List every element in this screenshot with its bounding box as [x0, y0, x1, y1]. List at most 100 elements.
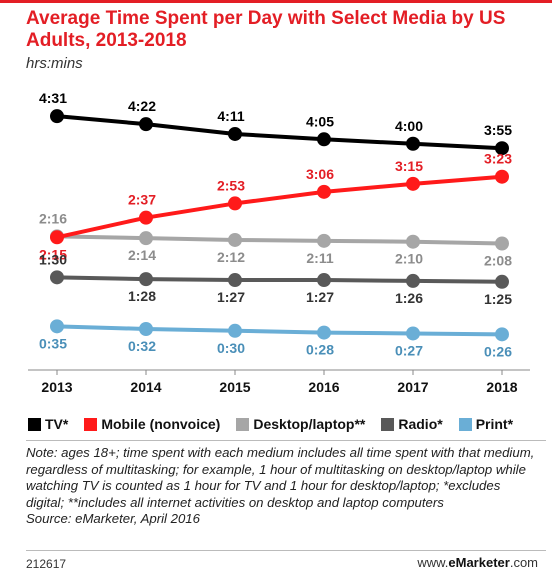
data-label-print-2015: 0:30	[217, 340, 245, 356]
data-label-tv-2016: 4:05	[306, 113, 334, 129]
point-print-2015	[228, 323, 242, 338]
series-line-radio	[55, 275, 504, 284]
data-label-desktop-laptop-2013: 2:16	[39, 210, 67, 226]
data-label-mobile-nonvoice-2016: 3:06	[306, 166, 334, 182]
x-tick-label-2017: 2017	[397, 379, 428, 395]
series-line-mobile-nonvoice	[55, 174, 504, 240]
legend-swatch-mobile-nonvoice	[84, 417, 98, 431]
legend-swatch-print	[458, 417, 472, 431]
data-label-print-2013: 0:35	[39, 335, 67, 351]
legend-label-tv: TV*	[45, 416, 69, 432]
legend-item-tv: TV*	[28, 416, 68, 432]
line-chart: 2013 2014 2015 2016 2017 2018 4:31 4:22 4:11 4:05…	[28, 90, 530, 395]
point-radio-2014	[139, 272, 153, 287]
data-label-print-2018: 0:26	[484, 343, 512, 359]
point-print-2014	[139, 322, 153, 337]
legend-swatch-desktop-laptop	[236, 417, 250, 431]
point-print-2018	[495, 327, 509, 342]
data-label-radio-2016: 1:27	[306, 289, 334, 305]
legend-item-mobile-nonvoice: Mobile (nonvoice)	[84, 416, 220, 432]
legend-label-radio: Radio*	[398, 416, 443, 432]
point-radio-2013	[50, 270, 64, 285]
point-tv-2018	[495, 141, 509, 156]
chart-legend: TV* Mobile (nonvoice) Desktop/laptop** Radi…	[28, 414, 529, 434]
legend-label-mobile-nonvoice: Mobile (nonvoice)	[101, 416, 221, 432]
point-desktop-laptop-2017	[406, 234, 420, 249]
brand-name: eMarketer	[448, 555, 510, 570]
data-label-mobile-nonvoice-2015: 2:53	[217, 177, 245, 193]
data-label-print-2016: 0:28	[306, 342, 334, 358]
data-label-desktop-laptop-2018: 2:08	[484, 253, 512, 269]
data-label-mobile-nonvoice-2013: 2:15	[39, 246, 67, 262]
divider-bottom	[26, 550, 546, 551]
data-label-tv-2017: 4:00	[395, 118, 423, 134]
note-text: Note: ages 18+; time spent with each med…	[26, 445, 535, 510]
point-print-2016	[317, 325, 331, 340]
brand-prefix: www.	[417, 555, 449, 570]
data-label-print-2014: 0:32	[128, 338, 156, 354]
data-label-radio-2013: 1:30	[39, 251, 67, 267]
data-label-radio-2015: 1:27	[217, 289, 245, 305]
legend-item-desktop-laptop: Desktop/laptop**	[236, 416, 365, 432]
top-accent-bar	[0, 0, 552, 3]
point-tv-2017	[406, 136, 420, 151]
point-desktop-laptop-2018	[495, 236, 509, 251]
source-text: Source: eMarketer, April 2016	[26, 511, 200, 526]
data-label-tv-2013: 4:31	[39, 90, 67, 106]
data-label-desktop-laptop-2014: 2:14	[128, 247, 156, 263]
data-label-radio-2014: 1:28	[128, 288, 156, 304]
data-label-tv-2018: 3:55	[484, 122, 512, 138]
point-mobile-nonvoice-2015	[228, 196, 242, 211]
point-radio-2016	[317, 273, 331, 288]
legend-swatch-radio	[381, 417, 395, 431]
data-label-tv-2014: 4:22	[128, 98, 156, 114]
divider-top	[26, 440, 546, 441]
brand-suffix: .com	[509, 555, 538, 570]
chart-id: 212617	[26, 557, 67, 571]
point-radio-2015	[228, 273, 242, 288]
point-tv-2016	[317, 132, 331, 147]
data-label-desktop-laptop-2015: 2:12	[217, 249, 245, 265]
legend-item-print: Print*	[458, 416, 514, 432]
series-line-print	[55, 324, 504, 337]
data-label-print-2017: 0:27	[395, 342, 423, 358]
point-mobile-nonvoice-2014	[139, 210, 153, 225]
data-label-mobile-nonvoice-2014: 2:37	[128, 192, 156, 208]
point-radio-2018	[495, 274, 509, 289]
point-print-2017	[406, 326, 420, 341]
chart-title: Average Time Spent per Day with Select M…	[26, 8, 506, 51]
brand-link[interactable]: www.eMarketer.com	[417, 555, 538, 570]
series-line-desktop-laptop	[55, 234, 504, 246]
point-mobile-nonvoice-2016	[317, 184, 331, 199]
point-desktop-laptop-2014	[139, 231, 153, 246]
data-label-desktop-laptop-2017: 2:10	[395, 251, 423, 267]
x-tick-label-2014: 2014	[130, 379, 161, 395]
x-tick-label-2016: 2016	[308, 379, 339, 395]
data-label-tv-2015: 4:11	[217, 108, 244, 124]
x-tick-label-2015: 2015	[219, 379, 250, 395]
point-mobile-nonvoice-2013	[50, 230, 64, 245]
legend-label-desktop-laptop: Desktop/laptop**	[253, 416, 366, 432]
point-tv-2013	[50, 109, 64, 124]
point-desktop-laptop-2016	[317, 233, 331, 248]
x-tick-label-2018: 2018	[486, 379, 517, 395]
point-radio-2017	[406, 273, 420, 288]
point-desktop-laptop-2015	[228, 232, 242, 247]
point-tv-2015	[228, 126, 242, 141]
data-label-mobile-nonvoice-2017: 3:15	[395, 158, 423, 174]
legend-item-radio: Radio*	[381, 416, 443, 432]
x-tick-label-2013: 2013	[41, 379, 72, 395]
chart-note: Note: ages 18+; time spent with each med…	[26, 445, 538, 528]
data-label-radio-2017: 1:26	[395, 290, 423, 306]
series-line-tv	[55, 114, 504, 151]
point-tv-2014	[139, 117, 153, 132]
data-label-mobile-nonvoice-2018: 3:23	[484, 151, 512, 167]
legend-swatch-tv	[28, 417, 41, 431]
point-print-2013	[50, 319, 64, 334]
point-mobile-nonvoice-2017	[406, 176, 420, 191]
legend-label-print: Print*	[475, 416, 514, 432]
chart-subtitle: hrs:mins	[26, 55, 83, 72]
data-label-radio-2018: 1:25	[484, 291, 512, 307]
data-label-desktop-laptop-2016: 2:11	[306, 250, 333, 266]
point-mobile-nonvoice-2018	[495, 169, 509, 184]
